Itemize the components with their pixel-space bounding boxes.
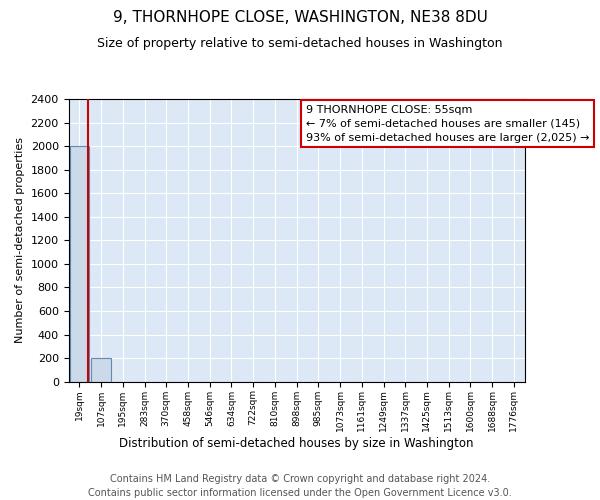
Bar [91,358,111,382]
Text: 9 THORNHOPE CLOSE: 55sqm
← 7% of semi-detached houses are smaller (145)
93% of s: 9 THORNHOPE CLOSE: 55sqm ← 7% of semi-de… [306,104,589,142]
Text: Contains HM Land Registry data © Crown copyright and database right 2024.
Contai: Contains HM Land Registry data © Crown c… [88,474,512,498]
Text: 9, THORNHOPE CLOSE, WASHINGTON, NE38 8DU: 9, THORNHOPE CLOSE, WASHINGTON, NE38 8DU [113,10,487,25]
Text: Size of property relative to semi-detached houses in Washington: Size of property relative to semi-detach… [97,38,503,51]
X-axis label: Distribution of semi-detached houses by size in Washington: Distribution of semi-detached houses by … [119,437,474,450]
Bar [70,146,89,382]
Y-axis label: Number of semi-detached properties: Number of semi-detached properties [15,138,25,344]
